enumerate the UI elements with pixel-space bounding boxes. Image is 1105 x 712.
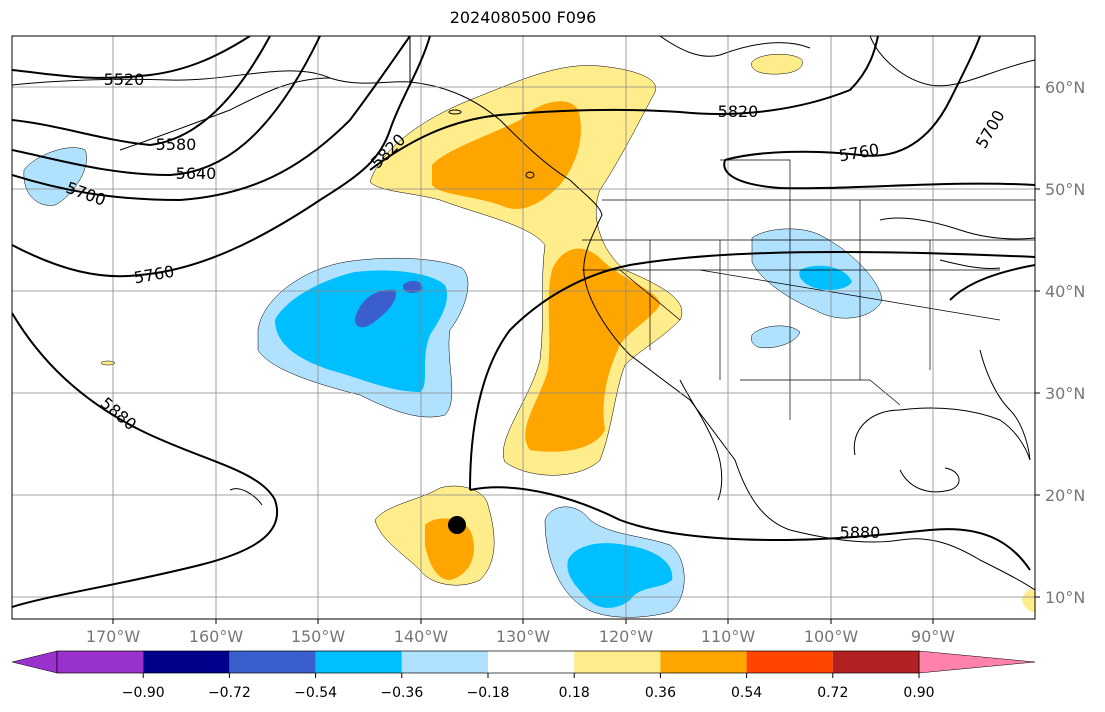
- contour-5640: [12, 36, 321, 177]
- negative-anomaly-south-blue: [567, 543, 673, 608]
- latitude-labels: 60°N 50°N 40°N 30°N 20°N 10°N: [1045, 78, 1085, 607]
- contour-label-5820-east: 5820: [718, 102, 759, 121]
- contour-label-5580: 5580: [156, 135, 197, 154]
- colorbar-tick-label: −0.72: [208, 685, 251, 701]
- colorbar-segment: [57, 651, 144, 673]
- lon-label-120w: 120°W: [599, 627, 654, 646]
- colorbar-tick-label: −0.36: [380, 685, 423, 701]
- lat-label-20n: 20°N: [1045, 486, 1085, 505]
- colorbar-segment: [746, 651, 833, 673]
- height-contours: [12, 36, 1035, 608]
- colorbar-tick-label: 0.36: [645, 685, 676, 701]
- contour-label-5520: 5520: [104, 70, 145, 89]
- colorbar-tick-label: 0.18: [559, 685, 590, 701]
- lat-label-50n: 50°N: [1045, 180, 1085, 199]
- contour-5700: [12, 36, 411, 202]
- lat-label-10n: 10°N: [1045, 588, 1085, 607]
- lon-label-110w: 110°W: [701, 627, 756, 646]
- colorbar-tick-label: 0.90: [903, 685, 934, 701]
- colorbar-segment: [574, 651, 661, 673]
- lon-label-150w: 150°W: [291, 627, 346, 646]
- colorbar-segment: [488, 651, 575, 673]
- lat-label-60n: 60°N: [1045, 78, 1085, 97]
- lon-label-160w: 160°W: [189, 627, 244, 646]
- colorbar-tick-label: −0.90: [122, 685, 165, 701]
- contour-label-5880-south: 5880: [840, 523, 881, 542]
- lon-label-100w: 100°W: [804, 627, 859, 646]
- contour-5820-loop: [724, 36, 981, 161]
- colorbar-extend-max: [918, 650, 1036, 674]
- lon-label-90w: 90°W: [911, 627, 955, 646]
- contour-5580: [12, 36, 271, 147]
- lat-label-30n: 30°N: [1045, 384, 1085, 403]
- contour-5820: [369, 36, 879, 171]
- lon-label-170w: 170°W: [86, 627, 141, 646]
- contour-5520: [12, 36, 251, 79]
- colorbar-tick-label: −0.18: [467, 685, 510, 701]
- lat-label-40n: 40°N: [1045, 282, 1085, 301]
- contour-label-5640: 5640: [176, 164, 217, 183]
- colorbar-tick-label: 0.72: [817, 685, 848, 701]
- positive-anomaly-south-orange: [425, 518, 474, 580]
- colorbar-extend-min: [11, 650, 58, 674]
- colorbar-tick-label: 0.54: [731, 685, 762, 701]
- positive-anomaly-orange: [432, 101, 581, 209]
- colorbar-segment: [229, 651, 316, 673]
- colorbar-segment: [401, 651, 488, 673]
- contour-5760: [12, 36, 431, 278]
- political-borders: [409, 36, 1035, 420]
- map-title: 2024080500 F096: [449, 8, 597, 27]
- lon-label-130w: 130°W: [496, 627, 551, 646]
- colorbar-segment: [832, 651, 919, 673]
- positive-anomaly-small-north: [751, 54, 803, 75]
- negative-anomaly-dark: [354, 289, 396, 328]
- axis-ticks: [112, 86, 1040, 624]
- colorbar-segment: [660, 651, 747, 673]
- colorbar-segment: [143, 651, 230, 673]
- longitude-labels: 170°W 160°W 150°W 140°W 130°W 120°W 110°…: [86, 627, 955, 646]
- storm-position-marker: [448, 516, 466, 534]
- coastlines: [12, 36, 1035, 591]
- colorbar-tick-label: −0.54: [294, 685, 337, 701]
- graticule: [12, 36, 1035, 619]
- colorbar: −0.90 −0.72 −0.54 −0.36 −0.18 0.18 0.36 0.54 0.7…: [11, 650, 1036, 701]
- colorbar-segment: [315, 651, 402, 673]
- lon-label-140w: 140°W: [394, 627, 449, 646]
- contour-5880: [469, 250, 1035, 491]
